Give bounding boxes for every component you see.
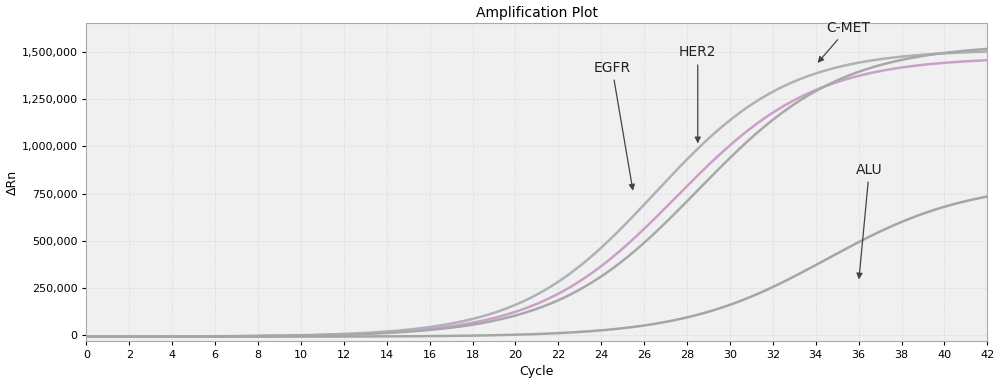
Text: ALU: ALU bbox=[856, 162, 883, 278]
Text: HER2: HER2 bbox=[679, 45, 717, 142]
Text: C-MET: C-MET bbox=[818, 21, 870, 62]
Text: EGFR: EGFR bbox=[593, 61, 634, 189]
Y-axis label: ΔRn: ΔRn bbox=[6, 170, 19, 195]
Title: Amplification Plot: Amplification Plot bbox=[476, 5, 598, 20]
X-axis label: Cycle: Cycle bbox=[520, 366, 554, 379]
